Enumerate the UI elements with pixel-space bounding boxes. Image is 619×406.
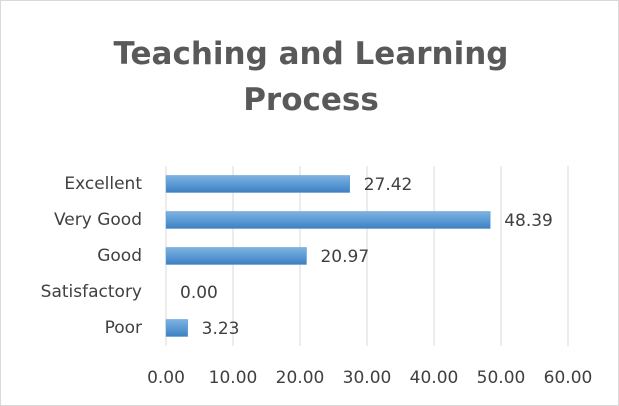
data-label: 27.42 xyxy=(364,175,413,195)
bar xyxy=(165,175,350,193)
x-tick-label: 50.00 xyxy=(477,368,526,388)
bar xyxy=(165,319,188,337)
data-label: 0.00 xyxy=(180,283,218,303)
chart-title: Teaching and Learning Process xyxy=(113,36,509,118)
y-tick-label: Poor xyxy=(105,318,142,338)
y-tick-label: Very Good xyxy=(54,210,142,230)
bar xyxy=(165,211,491,229)
x-tick-label: 60.00 xyxy=(544,368,593,388)
x-tick-label: 10.00 xyxy=(209,368,258,388)
x-tick-label: 30.00 xyxy=(343,368,392,388)
y-tick-label: Satisfactory xyxy=(41,282,142,302)
data-label: 48.39 xyxy=(504,211,553,231)
x-tick-label: 0.00 xyxy=(147,368,185,388)
y-tick-label: Excellent xyxy=(64,174,142,194)
data-label: 3.23 xyxy=(202,319,240,339)
data-label: 20.97 xyxy=(320,247,369,267)
x-tick-label: 20.00 xyxy=(276,368,325,388)
y-tick-label: Good xyxy=(97,246,142,266)
bar xyxy=(165,247,307,265)
x-tick-label: 40.00 xyxy=(410,368,459,388)
